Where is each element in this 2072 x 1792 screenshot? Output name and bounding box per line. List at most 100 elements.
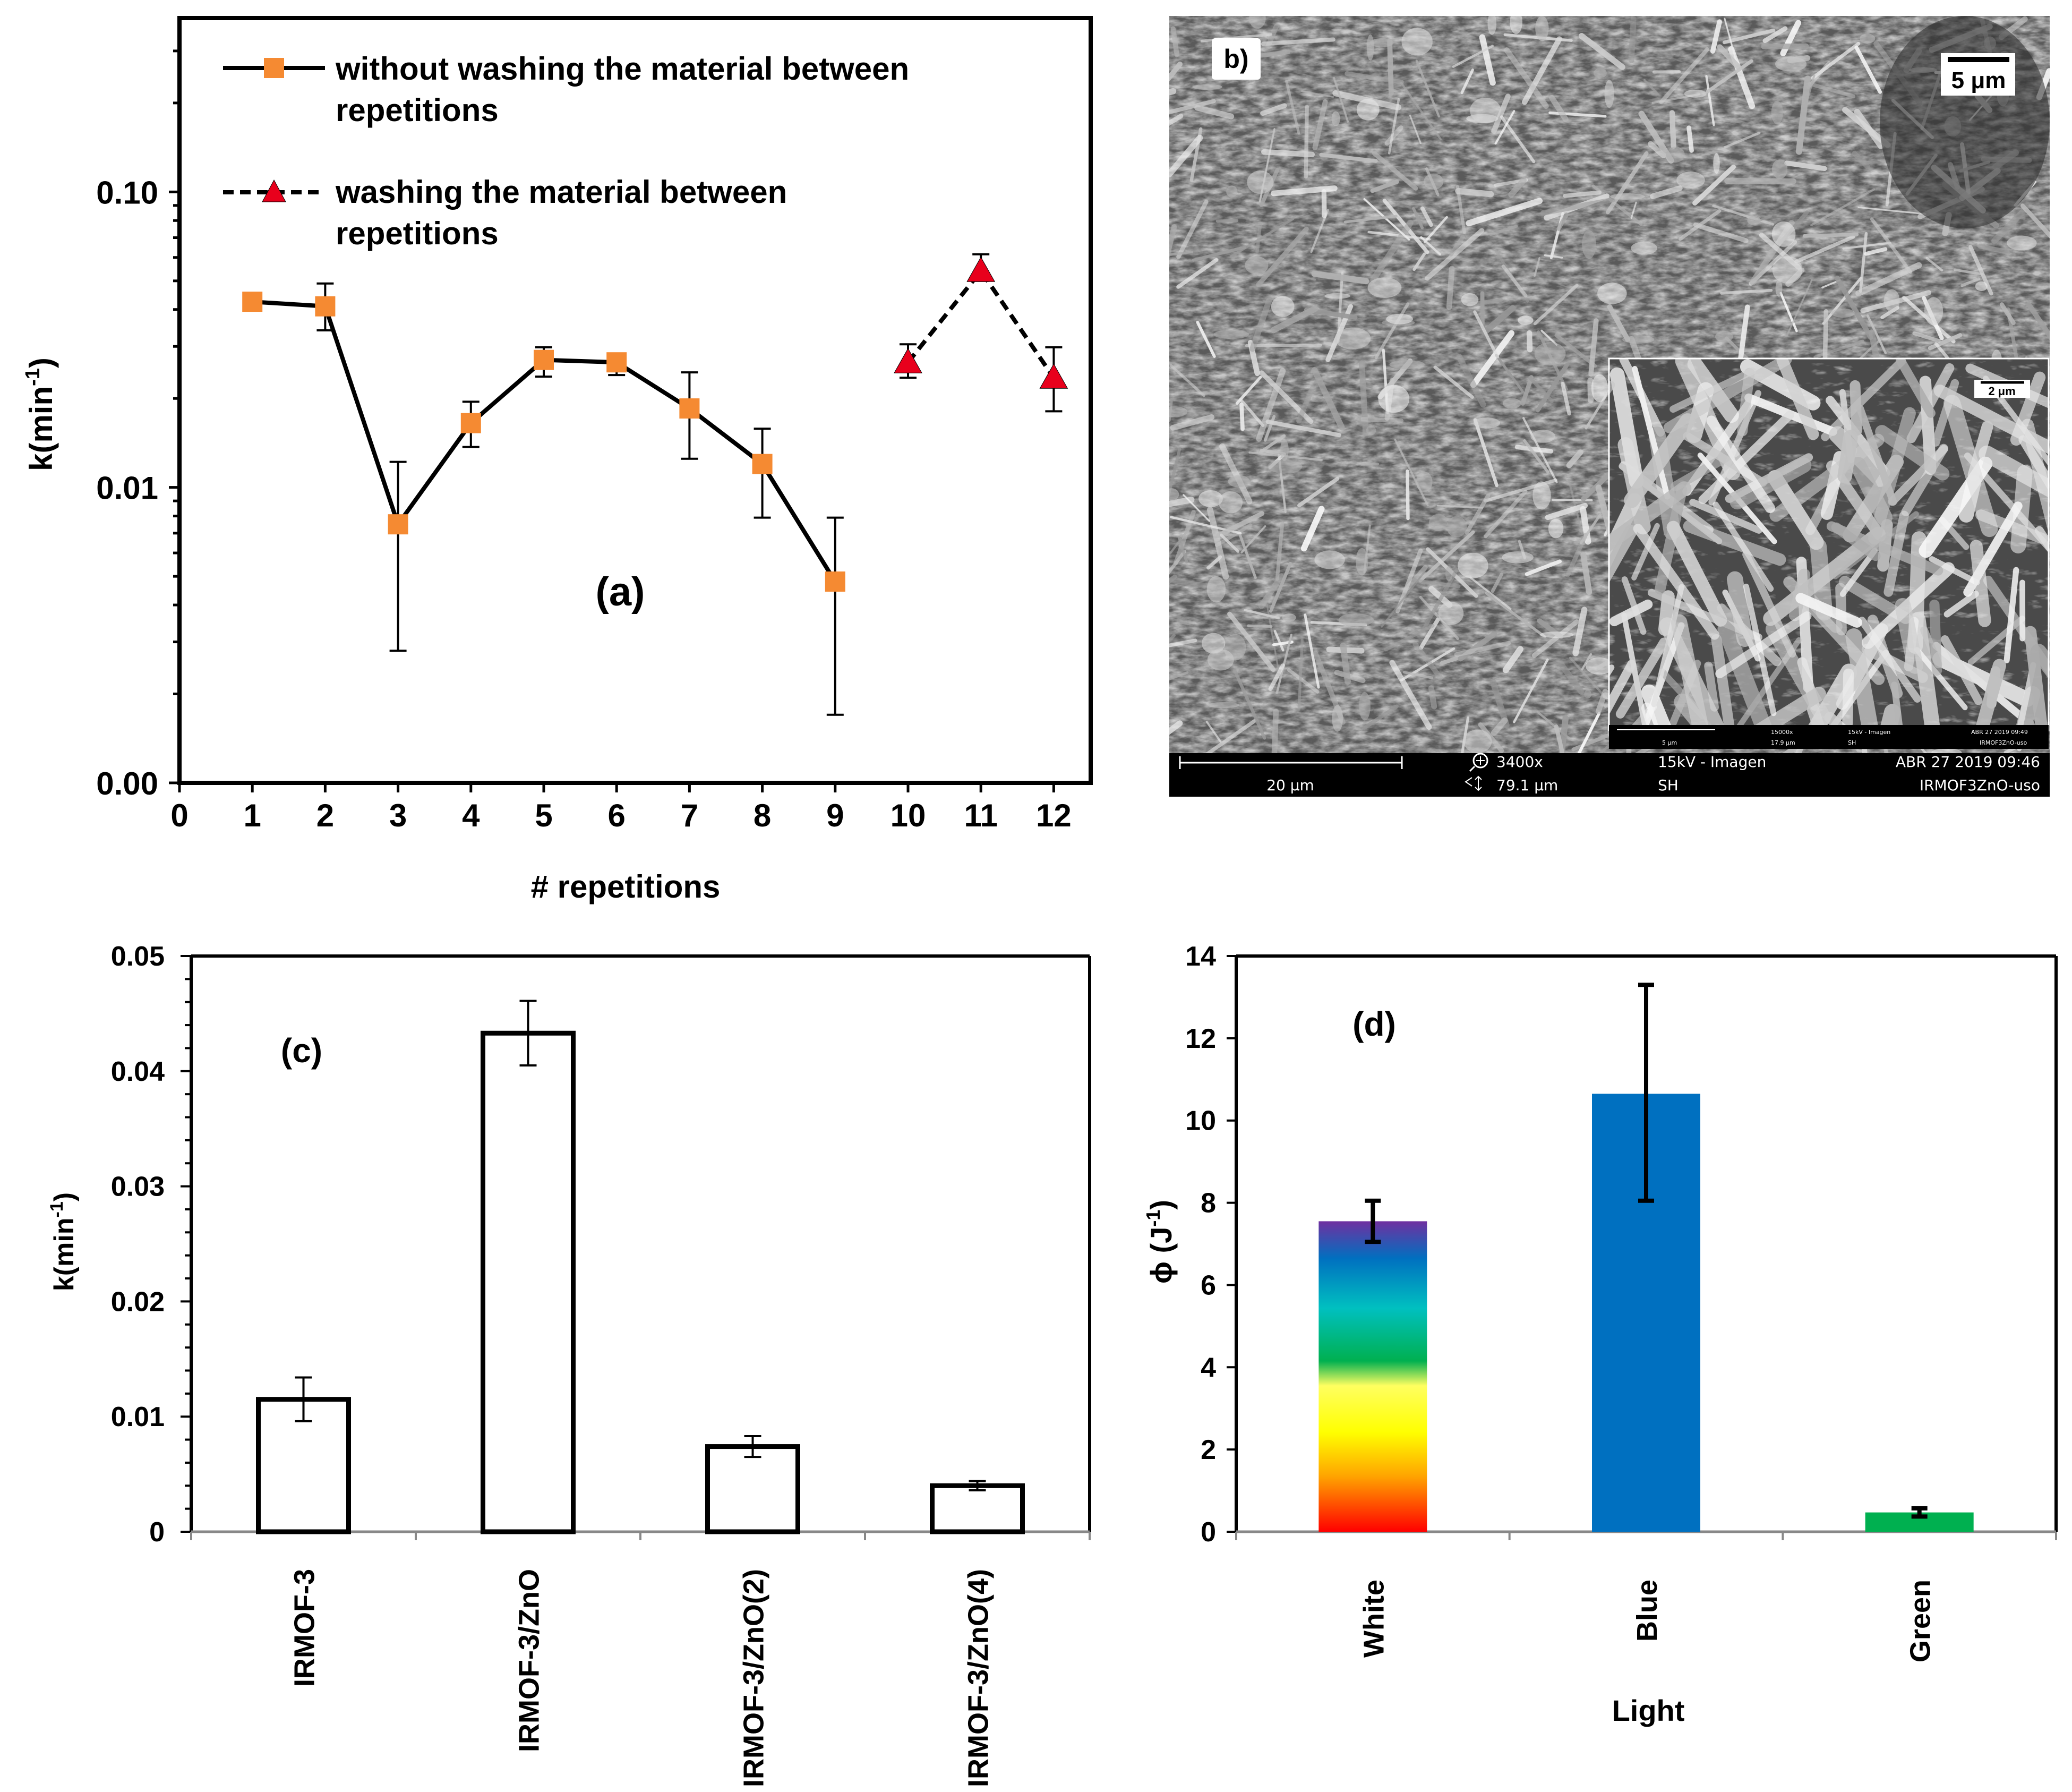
sem-particle [1366,425,1376,436]
sem-crystal [1822,277,1862,325]
sem-crystal [1384,624,1435,652]
sem-crystal [1566,449,1583,468]
sem-crystal [1205,721,1222,743]
sem-crystal [1866,314,1887,354]
sem-crystal [1428,685,1437,710]
sem-crystal [1196,320,1216,358]
sem-crystal [1301,90,1334,98]
sem-crystal [1494,110,1516,145]
sem-crystal [1835,276,1873,340]
sem-particle [1249,16,1266,29]
panel-a-legend: without washing the material between rep… [223,51,909,251]
sem-crystal [1271,185,1338,197]
sem-crystal [1333,76,1349,123]
sem-info-field-width: 79.1 μm [1496,776,1558,794]
sem-particle [1446,516,1467,537]
sem-crystal [1779,292,1798,332]
sem-crystal [1372,151,1418,191]
sem-crystal [1287,668,1320,694]
sem-crystal [1854,109,1884,149]
legend-triangle-marker-icon [262,179,286,202]
panel-c-label: (c) [281,1031,322,1070]
sem-inset-crystal [1669,367,1756,413]
sem-inset-crystal [1891,681,1904,730]
sem-crystal [1206,555,1222,570]
sem-crystal [1513,658,1549,723]
panel-c-y-tick-label: 0.03 [111,1172,165,1202]
sem-crystal [1300,506,1325,552]
legend-entry-2-line-2: repetitions [336,216,499,251]
sem-inset-crystal [2018,435,2049,491]
sem-crystal [1525,559,1562,576]
sem-crystal [1215,219,1239,223]
sem-particle [1610,193,1645,200]
sem-particle [1282,613,1296,622]
sem-crystal [1183,494,1210,522]
sem-crystal [1786,279,1813,336]
sem-crystal [1319,152,1378,163]
sem-crystal [1634,745,1653,753]
sem-crystal [1394,439,1429,507]
sem-info-voltage: 15kV - Imagen [1658,753,1766,771]
sem-inset-crystal [1737,368,1755,437]
panel-c-category-label: IRMOF-3/ZnO [513,1569,545,1752]
sem-crystal [1296,386,1315,424]
sem-crystal [1261,37,1335,46]
panel-a-point-triangle [966,257,996,282]
sem-inset-crystal [1698,410,1795,505]
sem-crystal [1233,668,1266,740]
sem-crystal [1169,114,1184,126]
sem-crystal [1425,228,1485,281]
sem-crystal [1578,33,1625,70]
sem-crystal [1650,185,1683,199]
sem-particle [1666,147,1685,163]
magnifier-icon [1472,753,1488,769]
sem-crystal [1214,523,1252,547]
sem-crystal [1169,638,1197,647]
sem-crystal [1256,368,1286,442]
panel-a-x-tick-label: 9 [826,798,844,833]
panel-c-bar [256,1397,351,1534]
sem-crystal [1794,235,1855,263]
sem-crystal [1802,233,1859,238]
sem-crystal [1561,382,1571,416]
panel-b-sem-image: 2 μm 5 μm 15000x 17.9 μm 15kV - Imagen S… [1169,16,2050,797]
panel-a-point-triangle [1039,363,1068,389]
sem-inset-crystal [1631,523,1660,581]
sem-inset-crystal [2010,371,2046,446]
sem-inset-crystal [1651,584,1684,707]
sem-inset-crystal [1776,359,1819,440]
panel-c-y-tick-label: 0.02 [111,1286,165,1317]
sem-crystal [1852,151,1870,169]
sem-crystal [1693,222,1749,243]
sem-particle [1622,335,1655,344]
sem-crystal [1855,262,1922,297]
sem-crystal [1285,80,1300,135]
sem-particle [1219,491,1243,514]
sem-inset-info-voltage: 15kV - Imagen [1848,729,1890,736]
legend-entry-1-line-1: without washing the material between [335,51,909,87]
sem-particle [1593,68,1607,78]
sem-crystal [1260,103,1287,116]
sem-inset-crystal [1895,359,1936,418]
sem-inset-info-detector: SH [1848,739,1856,746]
sem-crystal [1265,420,1341,438]
panel-a-x-tick-label: 0 [170,798,188,833]
sem-crystal [1405,565,1428,591]
sem-crystal [1495,354,1525,394]
sem-crystal [1170,26,1179,57]
sem-particle [1228,475,1250,488]
sem-panel-label-box [1212,38,1261,80]
sem-crystal [1579,513,1602,544]
panel-d-y-tick-label: 8 [1201,1188,1216,1219]
sem-crystal [1473,310,1500,359]
sem-particle [1386,313,1414,325]
sem-crystal [1531,619,1579,658]
sem-crystal [1433,365,1474,399]
panel-a-point-triangle [894,348,922,373]
panel-a-point-square [679,398,700,419]
sem-crystal [1343,215,1398,224]
sem-panel-label: b) [1223,44,1248,74]
sem-crystal [1412,641,1443,680]
sem-crystal [1176,200,1209,259]
